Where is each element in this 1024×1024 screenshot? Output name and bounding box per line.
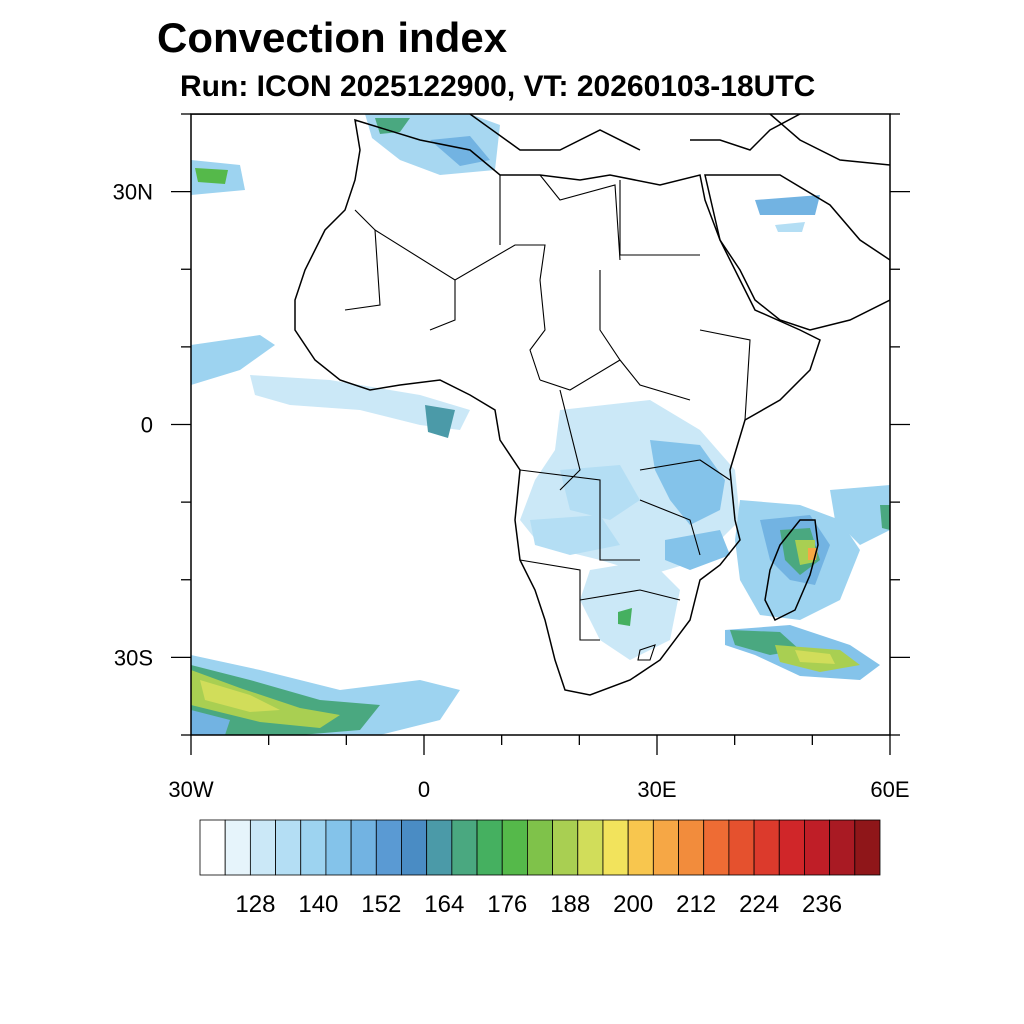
colorbar-swatch [627, 819, 654, 876]
colorbar-swatch [401, 819, 428, 876]
y-tick-label: 30S [114, 645, 153, 670]
colorbar-swatch [728, 819, 755, 876]
colorbar-swatch [804, 819, 831, 876]
colorbar-swatch [325, 819, 352, 876]
convection-field [191, 114, 890, 735]
colorbar-label: 128 [235, 891, 275, 918]
colorbar-swatch [753, 819, 780, 876]
colorbar-swatch [501, 819, 528, 876]
colorbar-swatch [652, 819, 679, 876]
colorbar-swatch [476, 819, 503, 876]
x-tick-label: 30W [168, 777, 213, 802]
x-tick-label: 30E [637, 777, 676, 802]
colorbar-label: 224 [739, 891, 779, 918]
colorbar: 128 140 152 164 176 188 200 212 224 236 [199, 819, 881, 918]
colorbar-label: 236 [802, 891, 842, 918]
country-borders [344, 174, 751, 661]
colorbar-label: 152 [361, 891, 401, 918]
colorbar-swatch [678, 819, 705, 876]
colorbar-swatch [451, 819, 478, 876]
coastlines [191, 114, 890, 696]
colorbar-swatch [300, 819, 327, 876]
colorbar-swatch [426, 819, 453, 876]
colorbar-swatch [249, 819, 276, 876]
colorbar-swatch [577, 819, 604, 876]
axis-ticks: 30W 0 30E 60E 30N 0 30S [113, 113, 910, 802]
colorbar-swatch [527, 819, 553, 876]
colorbar-swatch [602, 819, 629, 876]
colorbar-label: 176 [487, 891, 527, 918]
x-tick-label: 0 [418, 777, 430, 802]
colorbar-label: 188 [550, 891, 590, 918]
colorbar-swatch [375, 819, 402, 876]
colorbar-swatch [552, 819, 579, 876]
colorbar-swatch [829, 819, 856, 876]
chart-subtitle: Run: ICON 2025122900, VT: 20260103-18UTC [180, 70, 816, 103]
colorbar-label: 200 [613, 891, 653, 918]
colorbar-swatch [199, 819, 226, 876]
colorbar-label: 212 [676, 891, 716, 918]
y-tick-label: 30N [113, 180, 153, 205]
y-tick-label: 0 [141, 413, 153, 438]
colorbar-swatch [350, 819, 377, 876]
x-tick-label: 60E [870, 777, 909, 802]
colorbar-swatch [778, 819, 805, 876]
colorbar-label: 164 [424, 891, 464, 918]
chart-title: Convection index [157, 14, 508, 61]
colorbar-label: 140 [298, 891, 338, 918]
colorbar-swatch [224, 819, 251, 876]
colorbar-swatch [275, 819, 302, 876]
colorbar-swatch [703, 819, 730, 876]
colorbar-swatch [854, 819, 881, 876]
